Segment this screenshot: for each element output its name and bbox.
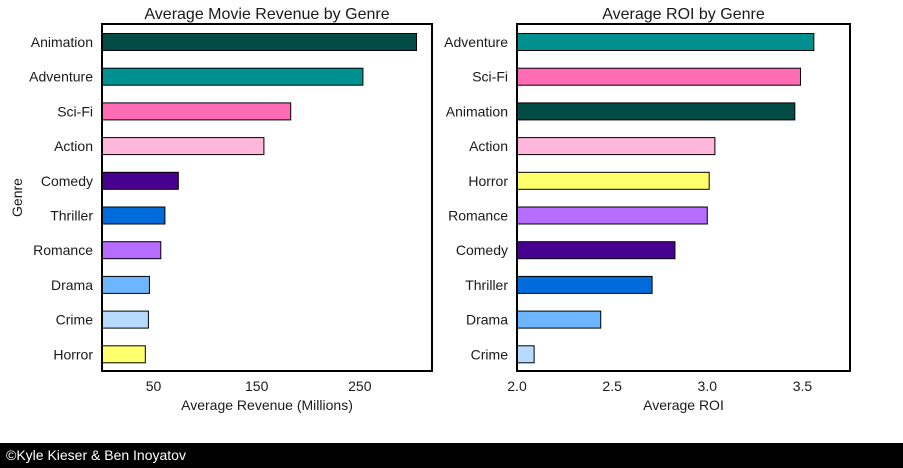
bar-thriller xyxy=(101,206,166,225)
x-axis-label: Average Revenue (Millions) xyxy=(181,397,353,413)
axes-frame xyxy=(101,23,433,372)
category-label: Comedy xyxy=(41,173,93,189)
category-label: Horror xyxy=(468,173,508,189)
bar-drama xyxy=(101,275,150,294)
y-axis-label: Genre xyxy=(9,178,25,217)
category-label: Crime xyxy=(471,346,509,362)
bar-action xyxy=(516,137,716,156)
credit-footer: ©Kyle Kieser & Ben Inoyatov xyxy=(0,443,903,468)
category-label: Horror xyxy=(53,346,93,362)
bar-horror xyxy=(516,171,710,190)
x-tick-label: 2.0 xyxy=(507,378,527,394)
axes-frame xyxy=(516,23,851,372)
category-label: Sci-Fi xyxy=(472,69,508,85)
category-label: Comedy xyxy=(456,242,508,258)
category-label: Action xyxy=(469,138,508,154)
chart-title: Average ROI by Genre xyxy=(602,6,765,23)
category-label: Crime xyxy=(56,312,94,328)
category-label: Romance xyxy=(33,242,93,258)
chart-panel-2: Average ROI by Genre Adventure Sci-Fi Anima… xyxy=(444,6,851,413)
bar-sci-fi xyxy=(101,102,292,121)
bar-drama xyxy=(516,310,602,329)
x-tick-label: 3.0 xyxy=(698,378,718,394)
x-axis-label: Average ROI xyxy=(643,397,724,413)
bar-animation xyxy=(101,33,418,51)
bar-animation xyxy=(516,102,796,121)
bar-action xyxy=(101,137,265,156)
category-label: Romance xyxy=(448,208,508,224)
bar-thriller xyxy=(516,275,653,294)
bar-romance xyxy=(516,206,708,225)
x-tick-label: 3.5 xyxy=(793,378,813,394)
credit-text: ©Kyle Kieser & Ben Inoyatov xyxy=(6,447,186,463)
category-label: Sci-Fi xyxy=(57,103,93,119)
category-label: Animation xyxy=(31,34,93,50)
category-label: Drama xyxy=(466,312,508,328)
bar-romance xyxy=(101,241,162,260)
chart-title: Average Movie Revenue by Genre xyxy=(144,6,389,23)
chart-canvas: Average Movie Revenue by GenreAnimationA… xyxy=(9,6,851,413)
bar-adventure xyxy=(101,67,364,86)
x-tick-label: 150 xyxy=(245,378,269,394)
category-label: Adventure xyxy=(29,69,93,85)
bar-crime xyxy=(101,310,149,329)
bar-sci-fi xyxy=(516,67,802,86)
bar-crime xyxy=(516,345,535,364)
category-label: Action xyxy=(54,138,93,154)
category-label: Thriller xyxy=(50,208,93,224)
category-label: Adventure xyxy=(444,34,508,50)
bar-horror xyxy=(101,345,146,364)
bar-comedy xyxy=(101,171,179,190)
bar-adventure xyxy=(516,33,815,51)
x-tick-label: 250 xyxy=(348,378,372,394)
bar-comedy xyxy=(516,241,676,260)
category-label: Thriller xyxy=(465,277,508,293)
category-label: Animation xyxy=(446,103,508,119)
category-label: Drama xyxy=(51,277,93,293)
chart-panel-1: Average Movie Revenue by Genre Animation A… xyxy=(9,6,433,413)
x-tick-label: 2.5 xyxy=(602,378,622,394)
x-tick-label: 50 xyxy=(146,378,162,394)
